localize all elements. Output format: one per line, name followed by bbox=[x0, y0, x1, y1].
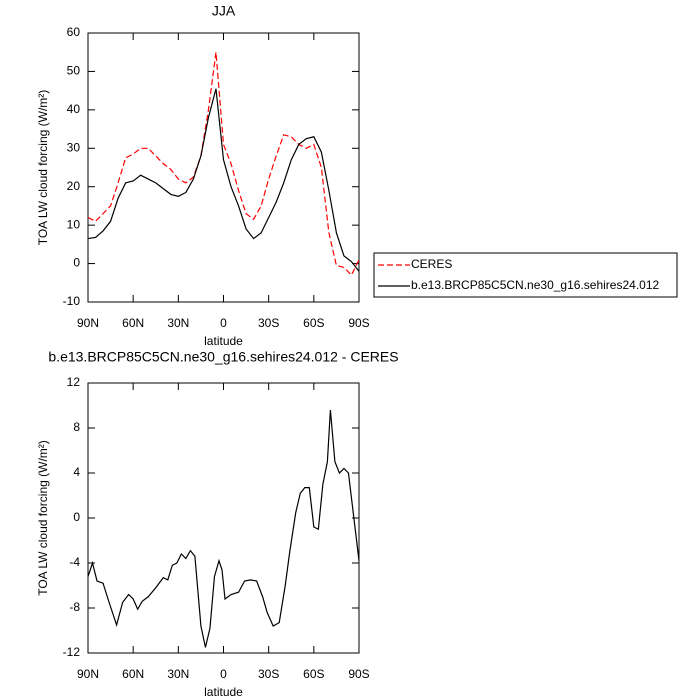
y-tick-label: 50 bbox=[67, 64, 81, 78]
x-axis-label: latitude bbox=[204, 334, 243, 348]
x-tick-label: 0 bbox=[220, 316, 227, 330]
y-tick-label: 60 bbox=[67, 25, 81, 39]
x-tick-label: 90N bbox=[77, 316, 99, 330]
y-tick-label: 12 bbox=[67, 375, 81, 389]
x-tick-label: 0 bbox=[220, 667, 227, 681]
series-line bbox=[87, 52, 360, 277]
y-axis-label: TOA LW cloud forcing (W/m²) bbox=[36, 440, 50, 596]
legend-box bbox=[373, 252, 678, 298]
y-tick-label: 8 bbox=[73, 420, 80, 434]
y-tick-label: 40 bbox=[67, 102, 81, 116]
y-tick-label: 0 bbox=[73, 510, 80, 524]
series-line bbox=[87, 409, 360, 648]
chart-title: b.e13.BRCP85C5CN.ne30_g16.sehires24.012 … bbox=[48, 349, 398, 365]
x-tick-label: 90S bbox=[348, 667, 369, 681]
x-tick-label: 30N bbox=[167, 667, 189, 681]
plot-frame bbox=[87, 382, 360, 654]
x-tick-label: 60N bbox=[122, 316, 144, 330]
y-tick-label: 4 bbox=[73, 465, 80, 479]
y-tick-label: 10 bbox=[67, 217, 81, 231]
y-tick-label: -4 bbox=[69, 555, 80, 569]
series-line bbox=[87, 88, 360, 272]
x-tick-label: 30S bbox=[258, 667, 279, 681]
legend-label: b.e13.BRCP85C5CN.ne30_g16.sehires24.012 bbox=[411, 278, 659, 292]
y-tick-label: 20 bbox=[67, 179, 81, 193]
x-tick-label: 60N bbox=[122, 667, 144, 681]
y-tick-label: 30 bbox=[67, 140, 81, 154]
y-tick-label: -12 bbox=[63, 645, 81, 659]
y-tick-label: 0 bbox=[73, 256, 80, 270]
x-tick-label: 30S bbox=[258, 316, 279, 330]
y-tick-label: -8 bbox=[69, 600, 80, 614]
x-tick-label: 30N bbox=[167, 316, 189, 330]
x-tick-label: 60S bbox=[303, 667, 324, 681]
plot-frame bbox=[87, 32, 360, 303]
x-tick-label: 60S bbox=[303, 316, 324, 330]
chart-title: JJA bbox=[212, 3, 236, 19]
x-tick-label: 90S bbox=[348, 316, 369, 330]
y-tick-label: -10 bbox=[63, 294, 81, 308]
x-axis-label: latitude bbox=[204, 685, 243, 699]
y-axis-label: TOA LW cloud forcing (W/m²) bbox=[36, 90, 50, 246]
x-tick-label: 90N bbox=[77, 667, 99, 681]
legend-label: CERES bbox=[411, 257, 452, 271]
